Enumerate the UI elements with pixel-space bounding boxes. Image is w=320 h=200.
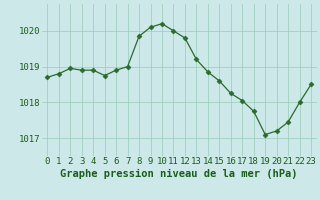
X-axis label: Graphe pression niveau de la mer (hPa): Graphe pression niveau de la mer (hPa) bbox=[60, 169, 298, 179]
